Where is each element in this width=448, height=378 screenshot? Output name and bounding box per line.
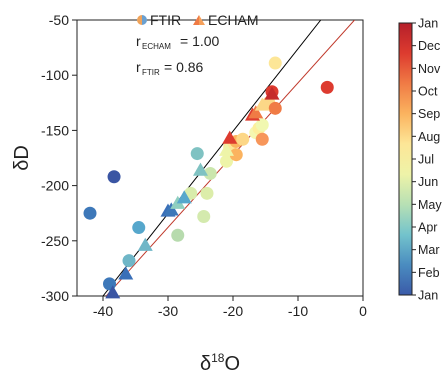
colorbar-label: Sep (418, 107, 440, 121)
colorbar-label: Aug (418, 130, 440, 144)
y-axis-label: δD (11, 145, 33, 171)
ftir-point (84, 207, 97, 220)
corr-ftir-subscript: FTIR (142, 68, 160, 77)
colorbar-label: Nov (418, 62, 441, 76)
corr-echam-subscript: ECHAM (142, 42, 171, 51)
x-tick-label: 0 (359, 303, 367, 319)
legend-echam-label: ECHAM (208, 12, 259, 28)
ftir-point (171, 229, 184, 242)
ftir-point (269, 57, 282, 70)
y-tick-label: -150 (41, 122, 69, 138)
colorbar-label: May (418, 198, 442, 212)
legend: FTIR ECHAM (137, 12, 259, 28)
svg-text:r: r (136, 33, 141, 49)
y-tick-label: -250 (41, 233, 69, 249)
ftir-point (321, 81, 334, 94)
y-tick-label: -200 (41, 178, 69, 194)
colorbar-label: Oct (418, 85, 438, 99)
ftir-point (269, 102, 282, 115)
ftir-point (191, 147, 204, 160)
x-axis-label: δ18O (200, 351, 240, 375)
corr-echam: r ECHAM = 1.00 (136, 33, 220, 51)
ftir-point (236, 133, 249, 146)
ftir-point (108, 170, 121, 183)
svg-text:r: r (136, 59, 141, 75)
plot-frame (77, 20, 363, 296)
x-tick-label: -20 (223, 303, 243, 319)
legend-ftir-label: FTIR (150, 12, 181, 28)
x-tick-label: -30 (158, 303, 178, 319)
corr-ftir-value: = 0.86 (164, 59, 204, 75)
colorbar-label: Mar (418, 243, 440, 257)
colorbar-label: Apr (418, 221, 437, 235)
ftir-point (123, 254, 136, 267)
colorbar-label: Dec (418, 39, 440, 53)
colorbar-label: Jul (418, 153, 434, 167)
colorbar-gradient (399, 23, 412, 295)
ftir-point (132, 221, 145, 234)
ftir-point (201, 187, 214, 200)
y-tick-label: -50 (49, 12, 69, 28)
y-tick-label: -300 (41, 288, 69, 304)
colorbar-label: Jan (418, 289, 438, 303)
x-tick-label: -10 (288, 303, 308, 319)
colorbar-label: Jun (418, 175, 438, 189)
y-tick-label: -100 (41, 67, 69, 83)
colorbar: Jan Dec Nov Oct Sep Aug Jul Jun May Apr Mar Feb Jan (399, 17, 442, 303)
corr-echam-value: = 1.00 (180, 33, 220, 49)
x-tick-label: -40 (93, 303, 113, 319)
axis-ticks: -40 -30 -20 -10 0-300-250-200-150-100-50 (41, 12, 367, 319)
corr-ftir: r FTIR = 0.86 (136, 59, 204, 77)
colorbar-label: Jan (418, 17, 438, 31)
echam-point (138, 238, 153, 251)
legend-ftir: FTIR (137, 12, 181, 28)
colorbar-label: Feb (418, 266, 440, 280)
ftir-point (256, 133, 269, 146)
ftir-point (197, 210, 210, 223)
data-points (84, 57, 334, 299)
